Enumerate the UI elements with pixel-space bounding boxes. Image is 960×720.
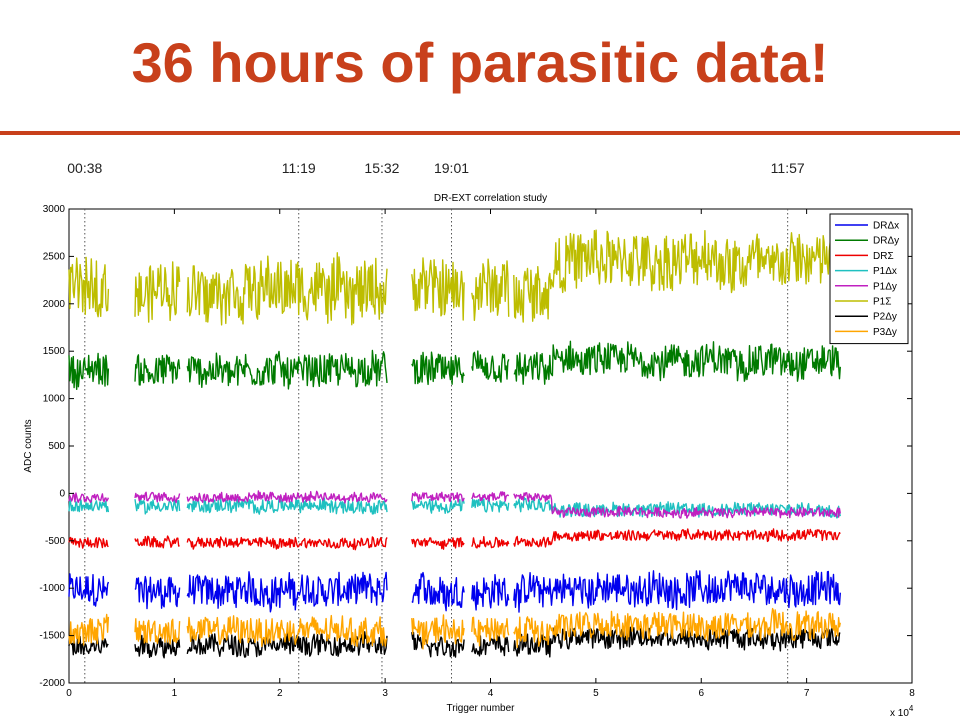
legend-entry-label: DRΔy [873, 236, 899, 247]
x-tick-label: 3 [382, 688, 388, 699]
chart-title: DR-EXT correlation study [434, 193, 547, 204]
series-line [68, 340, 841, 390]
x-axis-multiplier-base: x 10 [890, 708, 909, 719]
x-tick-label: 2 [277, 688, 283, 699]
legend-box [829, 213, 909, 345]
x-axis-multiplier: x 104 [890, 704, 914, 719]
time-marker-label: 11:57 [770, 160, 805, 176]
y-tick-label: 500 [48, 441, 65, 452]
series-traces [68, 229, 841, 659]
series-line [68, 229, 841, 326]
x-tick-label: 7 [804, 688, 810, 699]
title-rule [0, 131, 960, 135]
x-tick-label: 4 [488, 688, 494, 699]
time-marker-label: 15:32 [364, 160, 400, 176]
axes: 0 1 2 3 4 5 6 7 8 -2000 -1500 -1000 -500 0 500 1000 1500… [39, 204, 915, 699]
x-tick-label: 0 [66, 688, 72, 699]
y-tick-label: -500 [45, 536, 65, 547]
legend-entry-label: DRΣ [873, 251, 894, 262]
x-axis-title: Trigger number [447, 703, 516, 714]
slide-title: 36 hours of parasitic data! [131, 31, 829, 94]
series-line [68, 496, 841, 519]
y-tick-label: 3000 [43, 204, 66, 215]
y-tick-label: -1000 [39, 583, 65, 594]
x-tick-label: 6 [698, 688, 704, 699]
legend-entry-label: P1Δy [873, 281, 897, 292]
series-line [68, 625, 841, 659]
time-marker-label: 19:01 [433, 160, 470, 176]
y-tick-label: -2000 [39, 678, 65, 689]
x-axis-multiplier-exponent: 4 [909, 704, 914, 713]
x-tick-label: 8 [909, 688, 915, 699]
legend-entry-label: P1Δx [873, 266, 897, 277]
y-tick-label: 2500 [43, 251, 66, 262]
y-tick-label: 0 [59, 488, 65, 499]
y-tick-label: 1000 [43, 394, 66, 405]
y-tick-label: 2000 [43, 299, 66, 310]
legend-entry-label: P1Σ [873, 297, 891, 308]
y-tick-label: 1500 [43, 346, 66, 357]
legend-entry-label: P2Δy [873, 312, 897, 323]
series-line [68, 607, 841, 650]
time-marker-lines [84, 209, 789, 683]
series-line [68, 570, 841, 613]
x-tick-label: 5 [593, 688, 599, 699]
x-tick-label: 1 [172, 688, 178, 699]
y-axis-title: ADC counts [23, 419, 34, 472]
legend: DRΔx DRΔy DRΣ P1Δx P1Δy P1Σ P2Δy P3Δy [829, 213, 909, 345]
y-tick-label: -1500 [39, 631, 65, 642]
legend-entry-label: DRΔx [873, 221, 899, 232]
time-marker-label: 00:38 [67, 160, 103, 176]
legend-entry-label: P3Δy [873, 327, 897, 338]
time-marker-label: 11:19 [281, 160, 316, 176]
series-line [68, 528, 841, 551]
series-line [68, 490, 841, 519]
